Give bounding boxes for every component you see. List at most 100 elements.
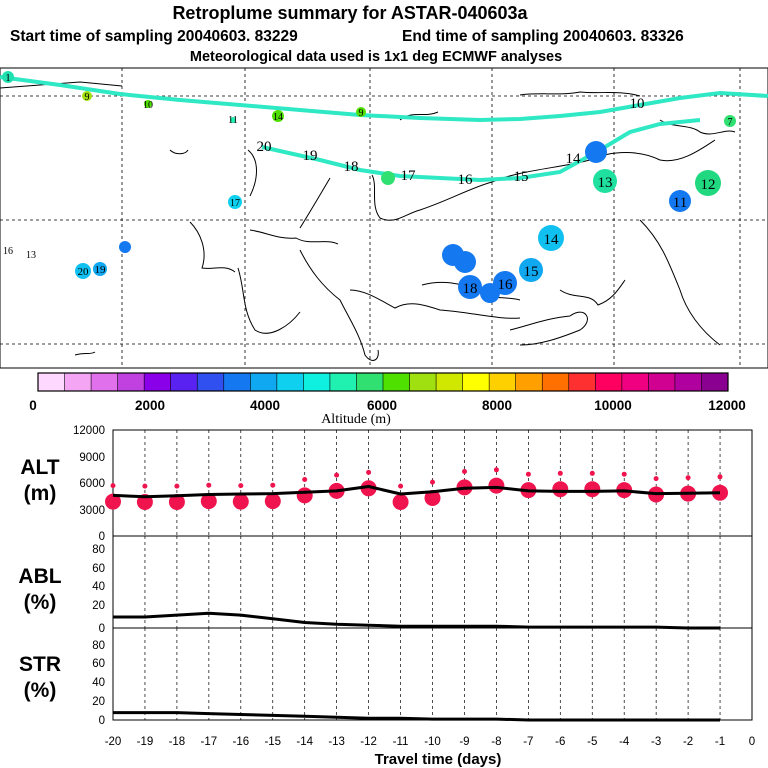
x-tick: -1 <box>715 736 725 748</box>
trajectory-point-label: 18 <box>344 159 359 175</box>
alt-cluster-dot-small <box>270 482 276 488</box>
alt-cluster-dot-small <box>174 483 180 489</box>
panel-gridlines <box>144 430 721 720</box>
colorbar-cell <box>701 373 729 391</box>
trajectory-point-label: 7 <box>728 117 733 128</box>
colorbar-cell <box>436 373 464 391</box>
trajectory-point-label: 15 <box>524 264 539 280</box>
alt-cluster-dot <box>232 493 249 510</box>
abl-panel-label: ABL <box>18 565 61 588</box>
trajectory-point-label: 10 <box>143 100 153 111</box>
trajectory-point-label: 20 <box>78 266 90 278</box>
trajectory-point <box>454 251 476 273</box>
trajectory-point-label: 16 <box>498 277 514 293</box>
colorbar-cell <box>64 373 92 391</box>
colorbar-cell <box>197 373 225 391</box>
alt-cluster-dots <box>105 467 728 510</box>
alt-cluster-dot-small <box>589 470 595 476</box>
alt-ytick: 0 <box>99 531 105 543</box>
trajectory-point-label: 14 <box>544 232 560 248</box>
trajectory-point-label: 11 <box>228 115 238 126</box>
trajectory-point-label: 10 <box>630 96 645 112</box>
alt-cluster-dot <box>200 493 217 510</box>
alt-cluster-dot-small <box>653 476 659 482</box>
x-axis-title: Travel time (days) <box>375 751 502 768</box>
colorbar-cell <box>91 373 119 391</box>
x-tick: -12 <box>360 736 377 748</box>
colorbar-cell <box>568 373 596 391</box>
colorbar-frame <box>37 372 729 392</box>
trajectory-point-label: 20 <box>257 139 272 155</box>
x-tick: -2 <box>683 736 693 748</box>
str-series-line <box>113 711 720 722</box>
met-data-label: Meteorological data used is 1x1 deg ECMW… <box>190 49 562 65</box>
alt-cluster-dot-small <box>462 469 467 474</box>
trajectory-point <box>119 241 131 253</box>
alt-ytick: 9000 <box>79 452 105 464</box>
alt-cluster-dot-small <box>302 477 308 482</box>
colorbar-cell <box>356 373 384 391</box>
figure-title: Retroplume summary for ASTAR-040603a <box>172 3 528 23</box>
alt-cluster-dot-small <box>493 467 499 473</box>
trajectory-point <box>93 262 107 276</box>
alt-cluster-dot <box>168 494 185 510</box>
alt-cluster-dot-small <box>238 483 244 489</box>
trajectory-point-label: 9 <box>85 92 90 103</box>
alt-cluster-dot-small <box>366 469 372 475</box>
colorbar-cell <box>648 373 676 391</box>
timeseries-panels: ALT (m) ABL (%) STR (%) 12000 9000 6000 … <box>18 425 755 768</box>
trajectory-point-label: 13 <box>26 250 36 261</box>
colorbar-cell <box>462 373 490 391</box>
plume-trajectory-lower <box>261 118 701 183</box>
alt-cluster-dot-small <box>110 483 116 489</box>
str-ytick: 60 <box>92 658 105 670</box>
alt-yticks: 12000 9000 6000 3000 0 <box>73 425 105 543</box>
trajectory-point-label: 15 <box>514 169 529 185</box>
trajectory-point-label: 19 <box>303 148 318 164</box>
trajectory-point-label: 17 <box>230 198 240 209</box>
str-panel-unit: (%) <box>24 679 57 702</box>
colorbar-cell <box>329 373 357 391</box>
x-tick: -19 <box>137 736 154 748</box>
trajectory-point <box>144 100 152 108</box>
alt-cluster-dot-small <box>206 482 212 488</box>
alt-panel-label: ALT <box>20 456 59 479</box>
alt-cluster-dot-small <box>334 472 340 478</box>
alt-ytick: 6000 <box>79 478 105 490</box>
alt-cluster-dot-small <box>525 471 531 477</box>
trajectory-point-label: 16 <box>3 246 13 257</box>
altitude-colorbar: 0 2000 4000 6000 8000 10000 12000 Altitu… <box>29 372 746 427</box>
trajectory-point <box>230 117 236 123</box>
trajectory-point <box>458 275 482 299</box>
abl-yticks: 80 60 40 20 0 <box>92 544 105 635</box>
alt-cluster-dot-small <box>717 474 723 480</box>
colorbar-cell <box>515 373 543 391</box>
map-graticule <box>0 68 768 368</box>
colorbar-tick: 12000 <box>708 398 746 413</box>
trajectory-point <box>272 110 284 122</box>
colorbar-cell <box>117 373 145 391</box>
start-time-label: Start time of sampling 20040603. 83229 <box>10 28 298 45</box>
trajectory-point <box>669 190 691 212</box>
colorbar-tick: 10000 <box>594 398 632 413</box>
alt-cluster-dot <box>584 481 601 498</box>
map-panel: 1 9 10 11 14 9 20 19 18 17 16 15 14 13 1… <box>0 67 768 369</box>
x-tick: -13 <box>328 736 345 748</box>
x-tick: -10 <box>424 736 441 748</box>
alt-series-line <box>112 485 721 499</box>
trajectory-point <box>724 115 736 127</box>
trajectory-point <box>75 263 91 279</box>
colorbar-tick: 4000 <box>250 398 280 413</box>
x-tick: -14 <box>296 736 313 748</box>
colorbar-cell <box>144 373 172 391</box>
colorbar-tick: 6000 <box>367 398 397 413</box>
x-tick: -20 <box>105 736 122 748</box>
trajectory-point-label: 9 <box>359 108 364 119</box>
trajectory-markers: 1 9 10 11 14 9 20 19 18 17 16 15 14 13 1… <box>2 71 736 303</box>
colorbar-cell <box>223 373 251 391</box>
alt-cluster-dot-small <box>430 479 435 485</box>
alt-cluster-dot-small <box>557 470 563 476</box>
str-ytick: 40 <box>92 677 105 689</box>
colorbar-cell <box>170 373 198 391</box>
x-tick: -17 <box>201 736 218 748</box>
